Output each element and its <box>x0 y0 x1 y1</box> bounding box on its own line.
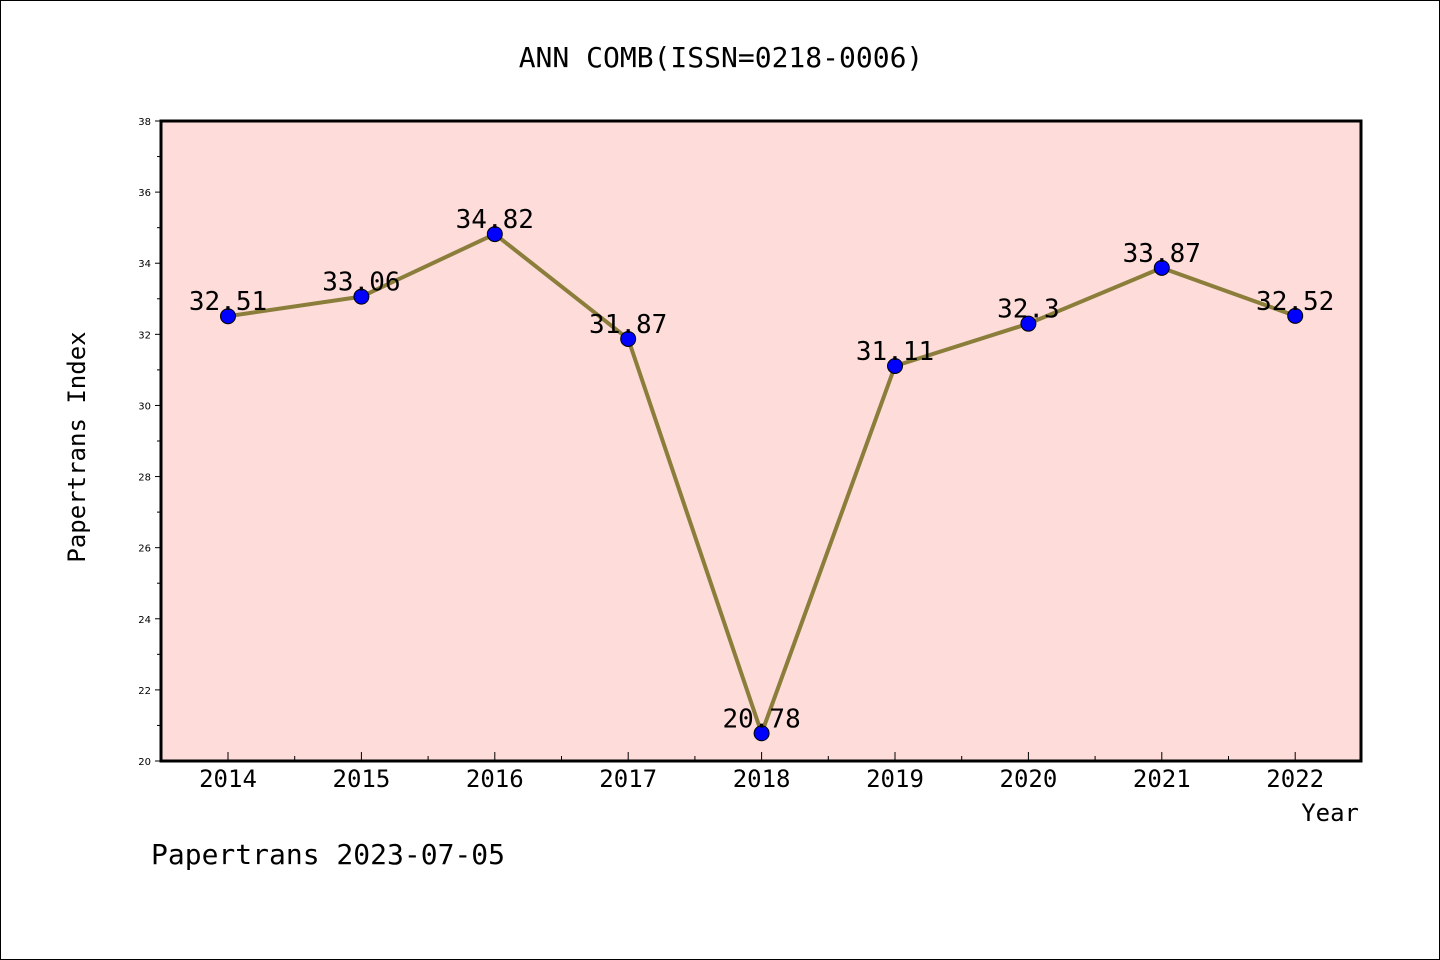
x-tick-label: 2019 <box>866 765 924 793</box>
y-tick-label: 38 <box>138 117 151 128</box>
y-tick-label: 34 <box>138 259 151 270</box>
data-label: 20.78 <box>722 704 800 734</box>
y-tick-label: 28 <box>138 473 151 484</box>
plot-area <box>159 119 1363 763</box>
data-point <box>220 308 236 325</box>
x-tick-label: 2021 <box>1133 765 1191 793</box>
data-label: 32.52 <box>1256 287 1334 317</box>
data-point <box>620 330 637 347</box>
data-label: 31.11 <box>856 337 934 367</box>
chart-title: ANN COMB(ISSN=0218-0006) <box>519 41 924 74</box>
x-axis: 2014 2015 2016 2017 2018 2019 2020 2021 2022 <box>199 752 1324 793</box>
x-tick-label: 2020 <box>1000 765 1058 793</box>
data-point <box>353 288 370 305</box>
x-axis-title: Year <box>1301 799 1359 827</box>
y-tick-label: 30 <box>138 401 151 412</box>
data-point <box>1153 259 1170 276</box>
data-point <box>486 226 503 243</box>
x-tick-label: 2014 <box>199 765 257 793</box>
series-layer <box>220 226 1304 742</box>
x-tick-label: 2018 <box>733 765 791 793</box>
y-tick-label: 20 <box>138 757 151 768</box>
y-tick-label: 22 <box>138 686 151 697</box>
x-tick-label: 2016 <box>466 765 524 793</box>
data-label: 32.3 <box>997 295 1060 325</box>
data-label: 33.87 <box>1123 239 1201 269</box>
x-tick-label: 2017 <box>599 765 657 793</box>
y-tick-label: 32 <box>138 330 151 341</box>
y-tick-label: 24 <box>138 615 151 626</box>
data-label: 33.06 <box>322 268 400 298</box>
footer-credit: Papertrans 2023-07-05 <box>151 838 505 871</box>
data-point <box>1287 307 1304 324</box>
data-point <box>1020 315 1037 332</box>
data-label: 34.82 <box>456 205 534 235</box>
data-label-layer: 32.51 33.06 34.82 31.87 20.78 31.11 32.3 33.87 3… <box>189 205 1334 734</box>
y-tick-label: 26 <box>138 544 151 555</box>
y-axis-title: Papertrans Index <box>63 331 91 562</box>
y-axis: 20 22 24 26 28 30 32 34 36 38 <box>138 117 161 768</box>
x-tick-label: 2015 <box>333 765 391 793</box>
y-tick-label: 36 <box>138 188 151 199</box>
data-point <box>753 725 770 742</box>
x-tick-label: 2022 <box>1266 765 1324 793</box>
data-label: 32.51 <box>189 287 267 317</box>
data-label: 31.87 <box>589 310 667 340</box>
data-point <box>887 357 903 374</box>
